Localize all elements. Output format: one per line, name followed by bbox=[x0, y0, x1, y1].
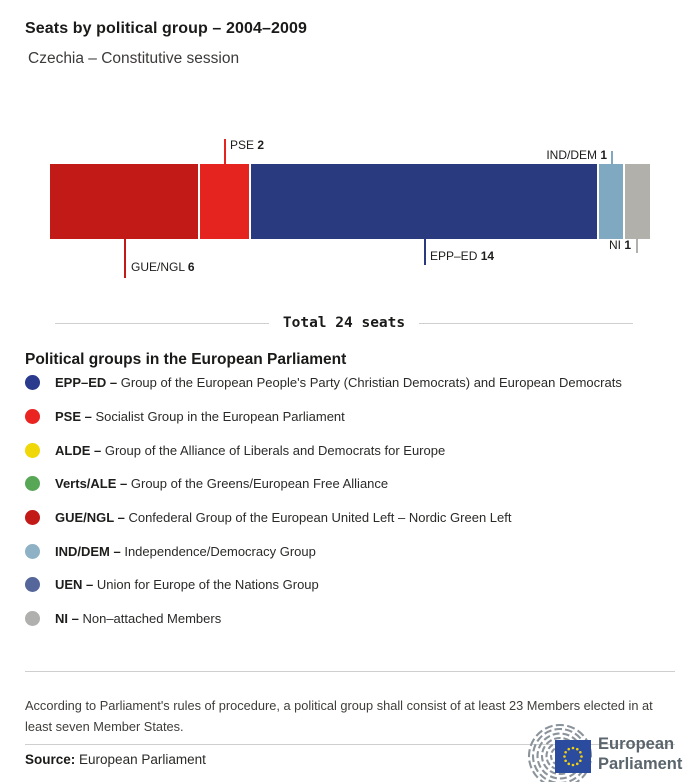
callout-label-epp-ed: EPP–ED 14 bbox=[430, 249, 495, 263]
eu-stars-icon bbox=[563, 746, 583, 767]
page-subtitle: Czechia – Constitutive session bbox=[28, 50, 240, 67]
callout-label-pse: PSE 2 bbox=[230, 138, 265, 152]
legend-text: IND/DEM – Independence/Democracy Group bbox=[55, 543, 316, 559]
logo-text-line2: Parliament bbox=[598, 755, 683, 773]
bar-segment-ni bbox=[625, 164, 650, 239]
legend-item-pse: PSE – Socialist Group in the European Pa… bbox=[25, 400, 685, 434]
legend-text: Verts/ALE – Group of the Greens/European… bbox=[55, 476, 389, 492]
callout-tick-ni bbox=[636, 239, 638, 253]
legend-dot-ind-dem bbox=[25, 543, 40, 559]
legend-dot-epp-ed bbox=[25, 375, 40, 391]
footnote-divider-bottom bbox=[25, 744, 675, 745]
legend-text: UEN – Union for Europe of the Nations Gr… bbox=[55, 577, 319, 593]
source-line: Source: European Parliament bbox=[25, 752, 206, 767]
divider-line-right bbox=[419, 322, 633, 324]
divider-line-left bbox=[55, 322, 269, 324]
legend-text: EPP–ED – Group of the European People's … bbox=[55, 375, 622, 391]
legend-dot-pse bbox=[25, 409, 40, 425]
legend-text: GUE/NGL – Confederal Group of the Europe… bbox=[55, 510, 512, 526]
callout-label-ni: NI 1 bbox=[608, 238, 631, 252]
bar-segment-epp-ed bbox=[251, 164, 597, 239]
european-parliament-logo: European Parliament bbox=[527, 724, 683, 782]
legend-item-gue-ngl: GUE/NGL – Confederal Group of the Europe… bbox=[25, 501, 685, 535]
bar-segment-gue-ngl bbox=[50, 164, 198, 239]
legend-dot-ni bbox=[25, 611, 40, 627]
total-seats-divider: Total 24 seats bbox=[55, 314, 633, 332]
legend-text: PSE – Socialist Group in the European Pa… bbox=[55, 409, 345, 425]
legend-item-ni: NI – Non–attached Members bbox=[25, 602, 685, 636]
eu-flag-icon bbox=[555, 740, 591, 773]
legend-item-alde: ALDE – Group of the Alliance of Liberals… bbox=[25, 433, 685, 467]
footnote-text: According to Parliament's rules of proce… bbox=[25, 697, 653, 734]
source-value: European Parliament bbox=[79, 752, 206, 767]
legend-dot-verts-ale bbox=[25, 476, 40, 492]
callout-label-ind-dem: IND/DEM 1 bbox=[546, 148, 607, 162]
bar-segment-pse bbox=[200, 164, 250, 239]
legend-item-ind-dem: IND/DEM – Independence/Democracy Group bbox=[25, 534, 685, 568]
callout-tick-gue-ngl bbox=[124, 239, 126, 278]
total-seats-label: Total 24 seats bbox=[282, 315, 406, 331]
legend-heading: Political groups in the European Parliam… bbox=[25, 351, 347, 368]
legend-dot-gue-ngl bbox=[25, 510, 40, 526]
stacked-bar bbox=[50, 164, 650, 239]
legend-text: ALDE – Group of the Alliance of Liberals… bbox=[55, 442, 446, 458]
legend-dot-uen bbox=[25, 577, 40, 593]
page-title: Seats by political group – 2004–2009 bbox=[25, 20, 307, 37]
logo-text-line1: European bbox=[598, 735, 674, 753]
footnote-divider-top bbox=[25, 671, 675, 672]
political-groups-legend: EPP–ED – Group of the European People's … bbox=[25, 366, 685, 636]
legend-item-epp-ed: EPP–ED – Group of the European People's … bbox=[25, 366, 685, 400]
legend-text: NI – Non–attached Members bbox=[55, 611, 222, 627]
legend-dot-alde bbox=[25, 442, 40, 458]
legend-item-uen: UEN – Union for Europe of the Nations Gr… bbox=[25, 568, 685, 602]
callout-tick-ind-dem bbox=[611, 151, 613, 164]
seats-stacked-bar-chart: GUE/NGL 6 PSE 2 EPP–ED 14 IND/DEM 1 NI 1 bbox=[0, 130, 700, 292]
legend-item-verts-ale: Verts/ALE – Group of the Greens/European… bbox=[25, 467, 685, 501]
callout-label-gue-ngl: GUE/NGL 6 bbox=[131, 260, 195, 274]
source-label: Source: bbox=[25, 752, 76, 767]
callout-tick-epp-ed bbox=[424, 239, 426, 265]
callout-tick-pse bbox=[224, 139, 226, 164]
bar-segment-ind-dem bbox=[598, 164, 624, 239]
